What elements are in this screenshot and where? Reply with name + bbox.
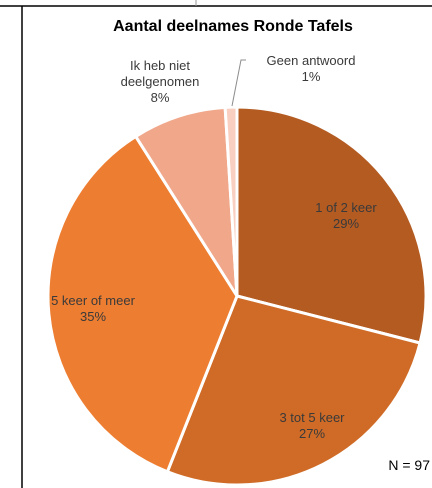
slice-label-1-of-2-keer: 1 of 2 keer 29% [315,200,377,231]
slice-label-5-keer-of-meer: 5 keer of meer 35% [51,293,135,324]
pie-slices [46,105,428,487]
pie-slice-niet-deelgenomen [133,105,239,297]
pie-slice-1-of-2-keer [235,105,428,345]
pie-slice-5-keer-of-meer [46,134,239,474]
pie-slice-3-tot-5-keer [165,294,422,487]
sample-size-note: N = 97 [388,457,430,473]
chart-title: Aantal deelnames Ronde Tafels [113,18,353,35]
pie-slice-geen-antwoord [223,105,239,297]
pie-labels: 1 of 2 keer 29% 3 tot 5 keer 27% 5 keer of m… [51,53,377,441]
slice-label-3-tot-5-keer: 3 tot 5 keer 27% [279,410,345,441]
leader-line-geen-antwoord [231,59,246,107]
slice-label-geen-antwoord: Geen antwoord 1% [267,53,356,84]
slice-label-niet-deelgenomen: Ik heb niet deelgenomen 8% [121,58,200,105]
